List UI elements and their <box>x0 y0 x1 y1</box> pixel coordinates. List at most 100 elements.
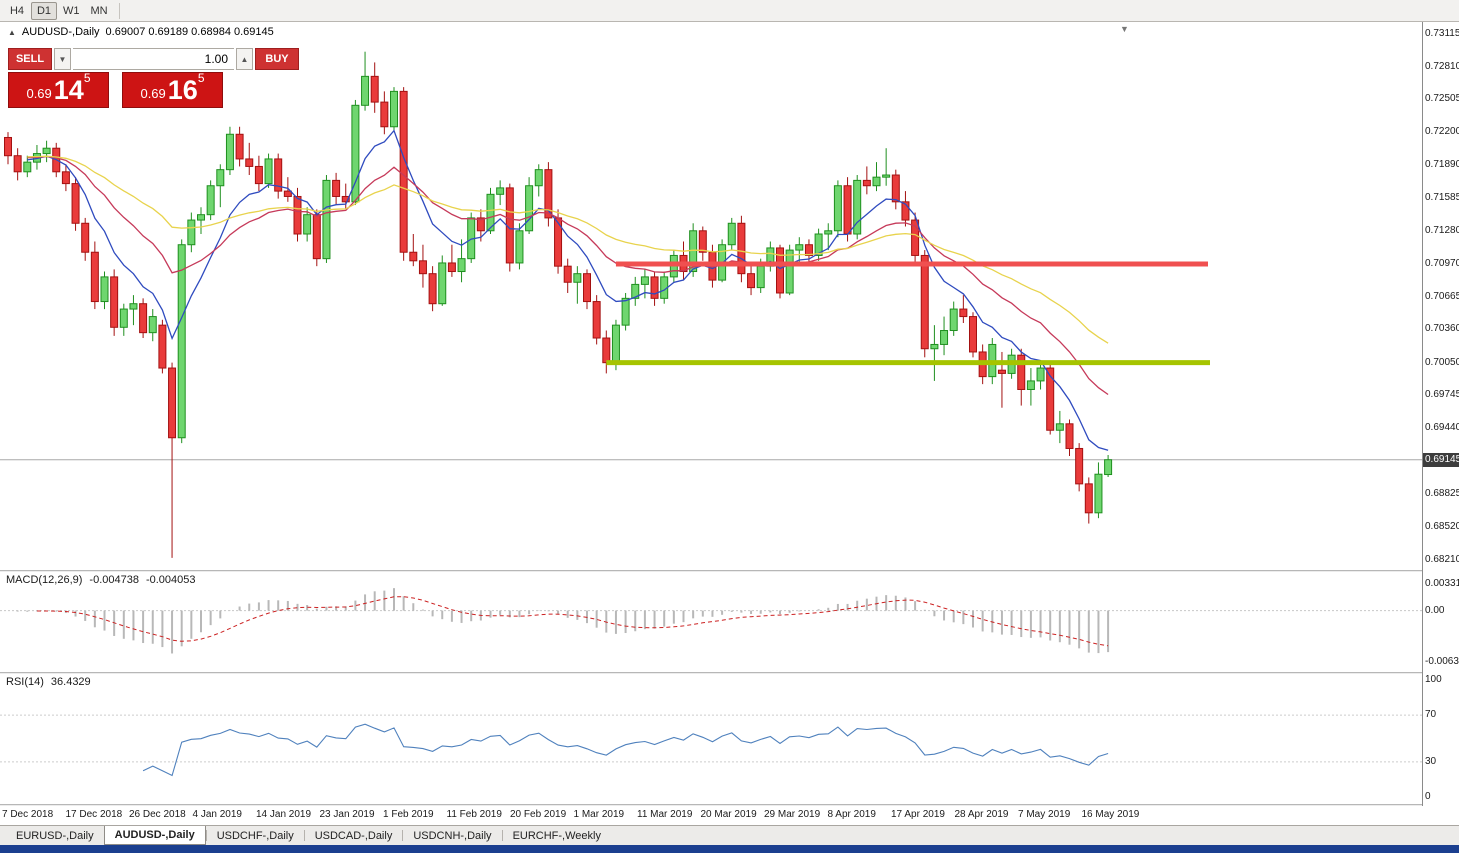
axis-label: 0.71280 <box>1425 224 1459 236</box>
axis-label: 0.73115 <box>1425 28 1459 39</box>
axis-label: 0.71585 <box>1425 192 1459 204</box>
tab-divider <box>501 830 503 841</box>
pane-splitter[interactable] <box>0 804 1459 806</box>
rsi-name: RSI(14) <box>6 676 44 688</box>
chart-ohlc-readout: ▲ AUDUSD-,Daily 0.69007 0.69189 0.68984 … <box>8 26 274 38</box>
date-axis-label: 26 Dec 2018 <box>129 809 186 820</box>
axis-label: 0.69745 <box>1425 389 1459 401</box>
date-axis-label: 4 Jan 2019 <box>192 809 243 820</box>
period-button-w1[interactable]: W1 <box>63 4 80 17</box>
axis-label: 0.72505 <box>1425 93 1459 105</box>
period-button-mn[interactable]: MN <box>90 4 108 17</box>
rsi-line <box>142 723 1109 777</box>
chart-shift-marker-icon[interactable]: ▼ <box>1120 24 1129 34</box>
date-axis-label: 7 May 2019 <box>1018 809 1071 820</box>
sell-price-display[interactable]: 0.69 14 5 <box>8 71 109 108</box>
date-axis-label: 7 Dec 2018 <box>2 809 54 820</box>
chart-region: ▲ AUDUSD-,Daily 0.69007 0.69189 0.68984 … <box>0 22 1459 825</box>
macd-name: MACD(12,26,9) <box>6 574 83 586</box>
date-axis-label: 11 Feb 2019 <box>446 809 502 820</box>
axis-label: 0.68210 <box>1425 554 1459 565</box>
axis-label: 70 <box>1425 709 1437 721</box>
price-axis[interactable]: 0.69145 0.73115 0.72810 0.72505 0.72200 0.71… <box>1422 22 1459 806</box>
sell-price-prefix: 0.69 <box>26 86 52 101</box>
tab-eurusd-daily[interactable]: EURUSD-,Daily <box>16 829 94 842</box>
macd-chart[interactable] <box>0 572 1422 672</box>
tab-divider <box>303 830 305 841</box>
chart-tabbar: EURUSD-,Daily AUDUSD-,Daily USDCHF-,Dail… <box>0 825 1459 845</box>
tab-divider <box>205 830 207 841</box>
macd-signal-line <box>37 596 1109 647</box>
date-axis-label: 17 Apr 2019 <box>891 809 945 820</box>
macd-value-main: -0.004738 <box>89 574 139 586</box>
tab-usdchf-daily[interactable]: USDCHF-,Daily <box>216 829 294 842</box>
pane-splitter[interactable] <box>0 672 1459 674</box>
buy-price-prefix: 0.69 <box>140 86 166 101</box>
taskbar-edge <box>0 845 1459 853</box>
date-axis-label: 14 Jan 2019 <box>256 809 312 820</box>
date-axis-label: 11 Mar 2019 <box>637 809 693 820</box>
sell-button[interactable]: SELL <box>8 48 52 70</box>
rsi-value: 36.4329 <box>50 676 91 688</box>
axis-label: 0.003319 <box>1425 577 1459 589</box>
axis-label: -0.006325 <box>1425 656 1459 668</box>
tab-divider <box>402 830 404 841</box>
volume-decrease-button[interactable]: ▼ <box>54 48 71 70</box>
buy-price-point: 5 <box>197 71 205 85</box>
axis-label: 0.70665 <box>1425 290 1459 302</box>
axis-label: 0.72810 <box>1425 60 1459 72</box>
axis-label: 0.69440 <box>1425 422 1459 434</box>
sell-price-point: 5 <box>83 71 91 85</box>
tab-eurchf-weekly[interactable]: EURCHF-,Weekly <box>512 829 601 842</box>
buy-button[interactable]: BUY <box>255 48 299 70</box>
tab-usdcad-daily[interactable]: USDCAD-,Daily <box>314 829 393 842</box>
one-click-trading-panel: SELL ▼ ▲ BUY 0.69 14 5 0.69 16 5 <box>8 48 299 108</box>
ma-line-ema-slow <box>27 155 1109 344</box>
chevron-up-icon: ▲ <box>240 54 249 64</box>
chart-symbol-period: AUDUSD-,Daily <box>21 26 100 38</box>
axis-label: 0 <box>1425 791 1431 802</box>
chart-ohlc-values: 0.69007 0.69189 0.68984 0.69145 <box>105 26 274 38</box>
date-axis-label: 8 Apr 2019 <box>827 809 876 820</box>
date-axis-label: 17 Dec 2018 <box>65 809 123 820</box>
date-axis-label: 16 May 2019 <box>1081 809 1140 820</box>
axis-label: 0.70970 <box>1425 258 1459 270</box>
pane-splitter[interactable] <box>0 570 1459 572</box>
period-toolbar: H4 D1 W1 MN <box>0 0 1459 22</box>
axis-label: 0.71890 <box>1425 159 1459 171</box>
volume-increase-button[interactable]: ▲ <box>236 48 253 70</box>
chevron-down-icon: ▼ <box>58 54 67 64</box>
ma-line-ema-fast <box>27 129 1109 451</box>
price-pane[interactable] <box>0 22 1422 570</box>
date-axis-label: 20 Mar 2019 <box>700 809 757 820</box>
macd-value-signal: -0.004053 <box>145 574 196 586</box>
axis-label: 0.72200 <box>1425 126 1459 138</box>
toolbar-separator <box>118 2 120 19</box>
tab-audusd-daily[interactable]: AUDUSD-,Daily <box>103 826 206 845</box>
axis-label: 0.70050 <box>1425 356 1459 368</box>
tab-usdcnh-daily[interactable]: USDCNH-,Daily <box>413 829 492 842</box>
sell-price-pips: 14 <box>53 75 84 105</box>
axis-label: 30 <box>1425 755 1437 767</box>
date-axis-label: 1 Mar 2019 <box>573 809 625 820</box>
axis-label: 0.68825 <box>1425 488 1459 500</box>
date-axis[interactable]: 7 Dec 2018 17 Dec 2018 26 Dec 2018 4 Jan 20… <box>0 806 1422 825</box>
macd-label: MACD(12,26,9) -0.004738 -0.004053 <box>6 574 196 586</box>
volume-input[interactable] <box>73 48 234 70</box>
rsi-chart[interactable] <box>0 674 1422 804</box>
date-axis-label: 20 Feb 2019 <box>510 809 567 820</box>
one-click-collapse-icon[interactable]: ▲ <box>8 27 16 37</box>
buy-price-display[interactable]: 0.69 16 5 <box>122 71 223 108</box>
rsi-pane[interactable]: RSI(14) 36.4329 <box>0 674 1422 804</box>
candlestick-chart[interactable] <box>0 22 1422 570</box>
current-price-tag: 0.69145 <box>1423 452 1459 467</box>
date-axis-label: 28 Apr 2019 <box>954 809 1009 820</box>
date-axis-label: 1 Feb 2019 <box>383 809 434 820</box>
macd-pane[interactable]: MACD(12,26,9) -0.004738 -0.004053 <box>0 572 1422 672</box>
period-button-h4[interactable]: H4 <box>9 4 25 17</box>
axis-label: 0.68520 <box>1425 520 1459 532</box>
period-button-d1[interactable]: D1 <box>31 1 57 20</box>
date-axis-label: 29 Mar 2019 <box>764 809 821 820</box>
ma-line-ema-mid <box>27 155 1109 396</box>
